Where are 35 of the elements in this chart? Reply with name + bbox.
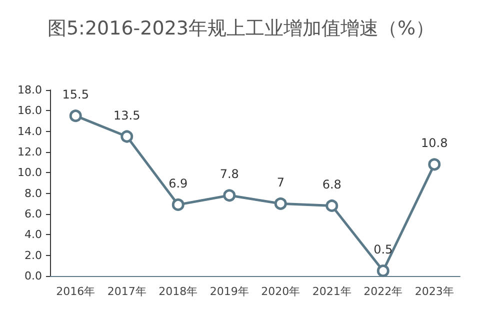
x-tick-label: 2019年 <box>210 285 249 298</box>
y-tick-label: 8.0 <box>24 186 42 200</box>
point <box>223 189 236 202</box>
x-tick-label: 2021年 <box>312 285 352 298</box>
y-tick-label: 12.0 <box>18 146 42 158</box>
data-label: 7 <box>276 175 284 190</box>
y-tick-label: 6.0 <box>24 208 42 220</box>
y-tick-label: 18.0 <box>18 84 42 96</box>
point <box>120 130 134 143</box>
y-tick-label: 16.0 <box>18 104 42 118</box>
y-tick-label: 2.0 <box>24 248 42 262</box>
x-tick-label: 2017年 <box>107 285 146 298</box>
point <box>69 110 82 122</box>
y-tick-label: 4.0 <box>24 228 42 242</box>
point <box>376 264 390 278</box>
data-label: 6.8 <box>322 177 342 192</box>
chart-title: 图5:2016-2023年规上工业增加值增速（%） <box>47 18 435 40</box>
x-tick-label: 2022年 <box>364 285 403 298</box>
point <box>428 158 441 171</box>
data-label: 7.8 <box>220 167 239 182</box>
y-tick-label: 0.0 <box>24 270 42 282</box>
x-tick-label: 2020年 <box>261 285 300 298</box>
data-label: 13.5 <box>114 108 140 122</box>
point <box>274 197 287 210</box>
data-label: 6.9 <box>168 176 188 190</box>
y-tick-label: 14.0 <box>18 124 42 138</box>
data-label: 15.5 <box>62 88 89 102</box>
x-tick-label: 2016年 <box>56 285 96 298</box>
point <box>172 198 184 211</box>
data-label: 0.5 <box>374 242 393 257</box>
x-tick-label: 2023年 <box>414 285 454 298</box>
y-tick-label: 10.0 <box>18 166 42 180</box>
point <box>326 199 338 212</box>
data-label: 10.8 <box>421 136 448 150</box>
x-tick-label: 2018年 <box>158 285 198 298</box>
